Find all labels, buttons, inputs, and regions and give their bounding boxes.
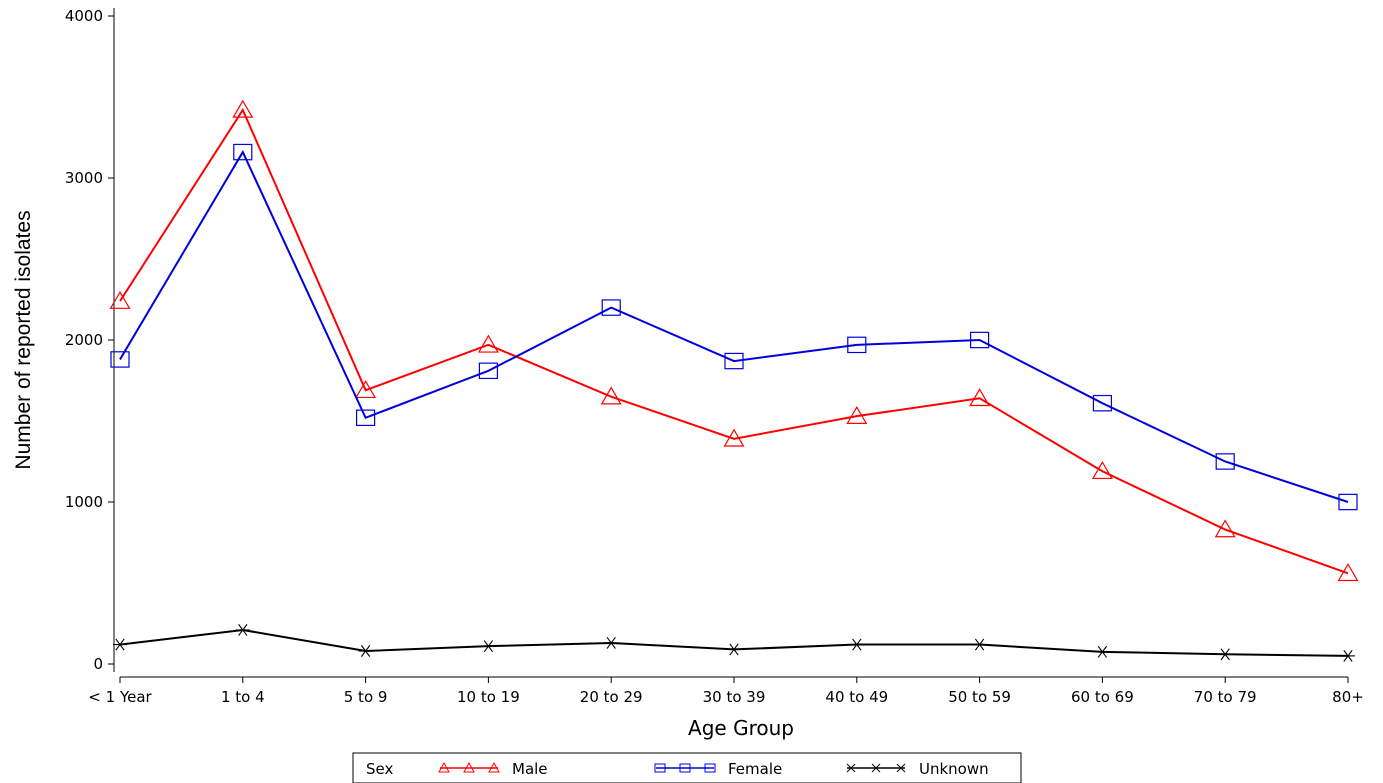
- series-line: [119, 107, 1349, 575]
- star-stroke: [483, 640, 494, 653]
- legend-marker: [679, 763, 691, 773]
- point-marker-square: [1338, 493, 1358, 511]
- point-marker-triangle: [723, 428, 745, 447]
- legend-entry-male: Male: [438, 760, 548, 778]
- x-tick-label: 70 to 79: [1194, 688, 1257, 706]
- point-marker-star: [727, 643, 741, 656]
- point-marker-triangle: [846, 405, 868, 424]
- series-male: [109, 99, 1359, 582]
- series-line: [119, 628, 1349, 657]
- star-stroke: [852, 638, 862, 651]
- x-tick-label: 60 to 69: [1071, 688, 1134, 706]
- point-marker-star: [604, 637, 619, 649]
- legend-marker: [463, 761, 475, 773]
- x-tick-label: 1 to 4: [221, 688, 265, 706]
- y-tick-label: 4000: [65, 7, 103, 25]
- x-axis-title: Age Group: [688, 716, 794, 740]
- x-tick-label: 20 to 29: [580, 688, 643, 706]
- legend-marker: [654, 763, 666, 773]
- x-tick-label: 40 to 49: [825, 688, 888, 706]
- point-marker-triangle: [109, 290, 131, 309]
- legend-marker: [896, 763, 906, 773]
- point-marker-triangle: [477, 334, 499, 353]
- x-tick-label: 80+: [1332, 688, 1364, 706]
- series-line: [119, 149, 1349, 503]
- point-marker-triangle: [600, 386, 622, 405]
- point-marker-star: [1095, 645, 1110, 658]
- point-marker-square: [847, 336, 867, 354]
- point-marker-triangle: [232, 99, 254, 118]
- point-marker-star: [1218, 648, 1233, 661]
- x-tick-label: < 1 Year: [88, 688, 152, 706]
- x-tick-label: 5 to 9: [344, 688, 388, 706]
- point-marker-star: [849, 638, 864, 651]
- legend-label: Female: [728, 760, 782, 778]
- legend-marker: [704, 763, 716, 773]
- star-stroke: [1220, 648, 1230, 661]
- point-marker-triangle: [1214, 519, 1236, 538]
- point-marker-triangle: [969, 388, 991, 407]
- y-tick-label: 1000: [65, 493, 103, 511]
- legend-marker: [438, 761, 450, 773]
- star-stroke: [1097, 645, 1108, 658]
- point-marker-star: [972, 638, 987, 651]
- star-stroke: [729, 643, 739, 656]
- point-marker-square: [478, 362, 498, 380]
- legend-entry-unknown: Unknown: [846, 760, 989, 778]
- point-marker-star: [1341, 649, 1355, 662]
- star-stroke: [115, 638, 125, 651]
- star-stroke: [1343, 649, 1353, 662]
- legend-label: Male: [512, 760, 548, 778]
- legend-marker: [488, 761, 500, 773]
- point-marker-star: [113, 638, 127, 651]
- point-marker-square: [1215, 453, 1235, 470]
- point-marker-triangle: [1091, 461, 1113, 480]
- y-tick-label: 0: [93, 655, 103, 673]
- y-axis-ticks: 0 1000 2000 3000 4000: [65, 7, 114, 673]
- x-tick-label: 10 to 19: [457, 688, 520, 706]
- legend: Sex Male Female Unknown: [352, 752, 1022, 783]
- x-tick-label: 30 to 39: [703, 688, 766, 706]
- series-unknown: [113, 624, 1355, 662]
- point-marker-star: [358, 645, 373, 657]
- series-female: [110, 143, 1358, 511]
- y-axis-title: Number of reported isolates: [12, 210, 35, 469]
- star-stroke: [974, 638, 985, 651]
- star-stroke: [606, 637, 616, 649]
- point-marker-square: [724, 352, 744, 370]
- legend-marker: [846, 763, 856, 773]
- x-tick-label: 50 to 59: [948, 688, 1011, 706]
- y-tick-label: 3000: [65, 169, 103, 187]
- star-stroke: [238, 624, 248, 636]
- legend-entry-female: Female: [654, 760, 782, 778]
- axes: [113, 8, 1348, 678]
- legend-title: Sex: [366, 760, 393, 778]
- series-layer: [109, 99, 1359, 662]
- point-marker-square: [110, 351, 130, 368]
- y-tick-label: 2000: [65, 331, 103, 349]
- x-axis-ticks: < 1 Year 1 to 4 5 to 9 10 to 19 20 to 29 30 t…: [88, 677, 1364, 706]
- point-marker-square: [356, 409, 376, 427]
- legend-entries: Male Female Unknown: [438, 760, 989, 778]
- point-marker-triangle: [1337, 563, 1359, 582]
- legend-marker: [871, 763, 881, 773]
- star-stroke: [360, 645, 371, 657]
- legend-label: Unknown: [919, 760, 989, 778]
- point-marker-star: [235, 624, 250, 636]
- point-marker-square: [233, 143, 253, 161]
- point-marker-star: [481, 640, 496, 653]
- point-marker-triangle: [355, 380, 377, 399]
- point-marker-square: [601, 299, 621, 316]
- point-marker-square: [1092, 394, 1113, 412]
- point-marker-square: [969, 331, 990, 349]
